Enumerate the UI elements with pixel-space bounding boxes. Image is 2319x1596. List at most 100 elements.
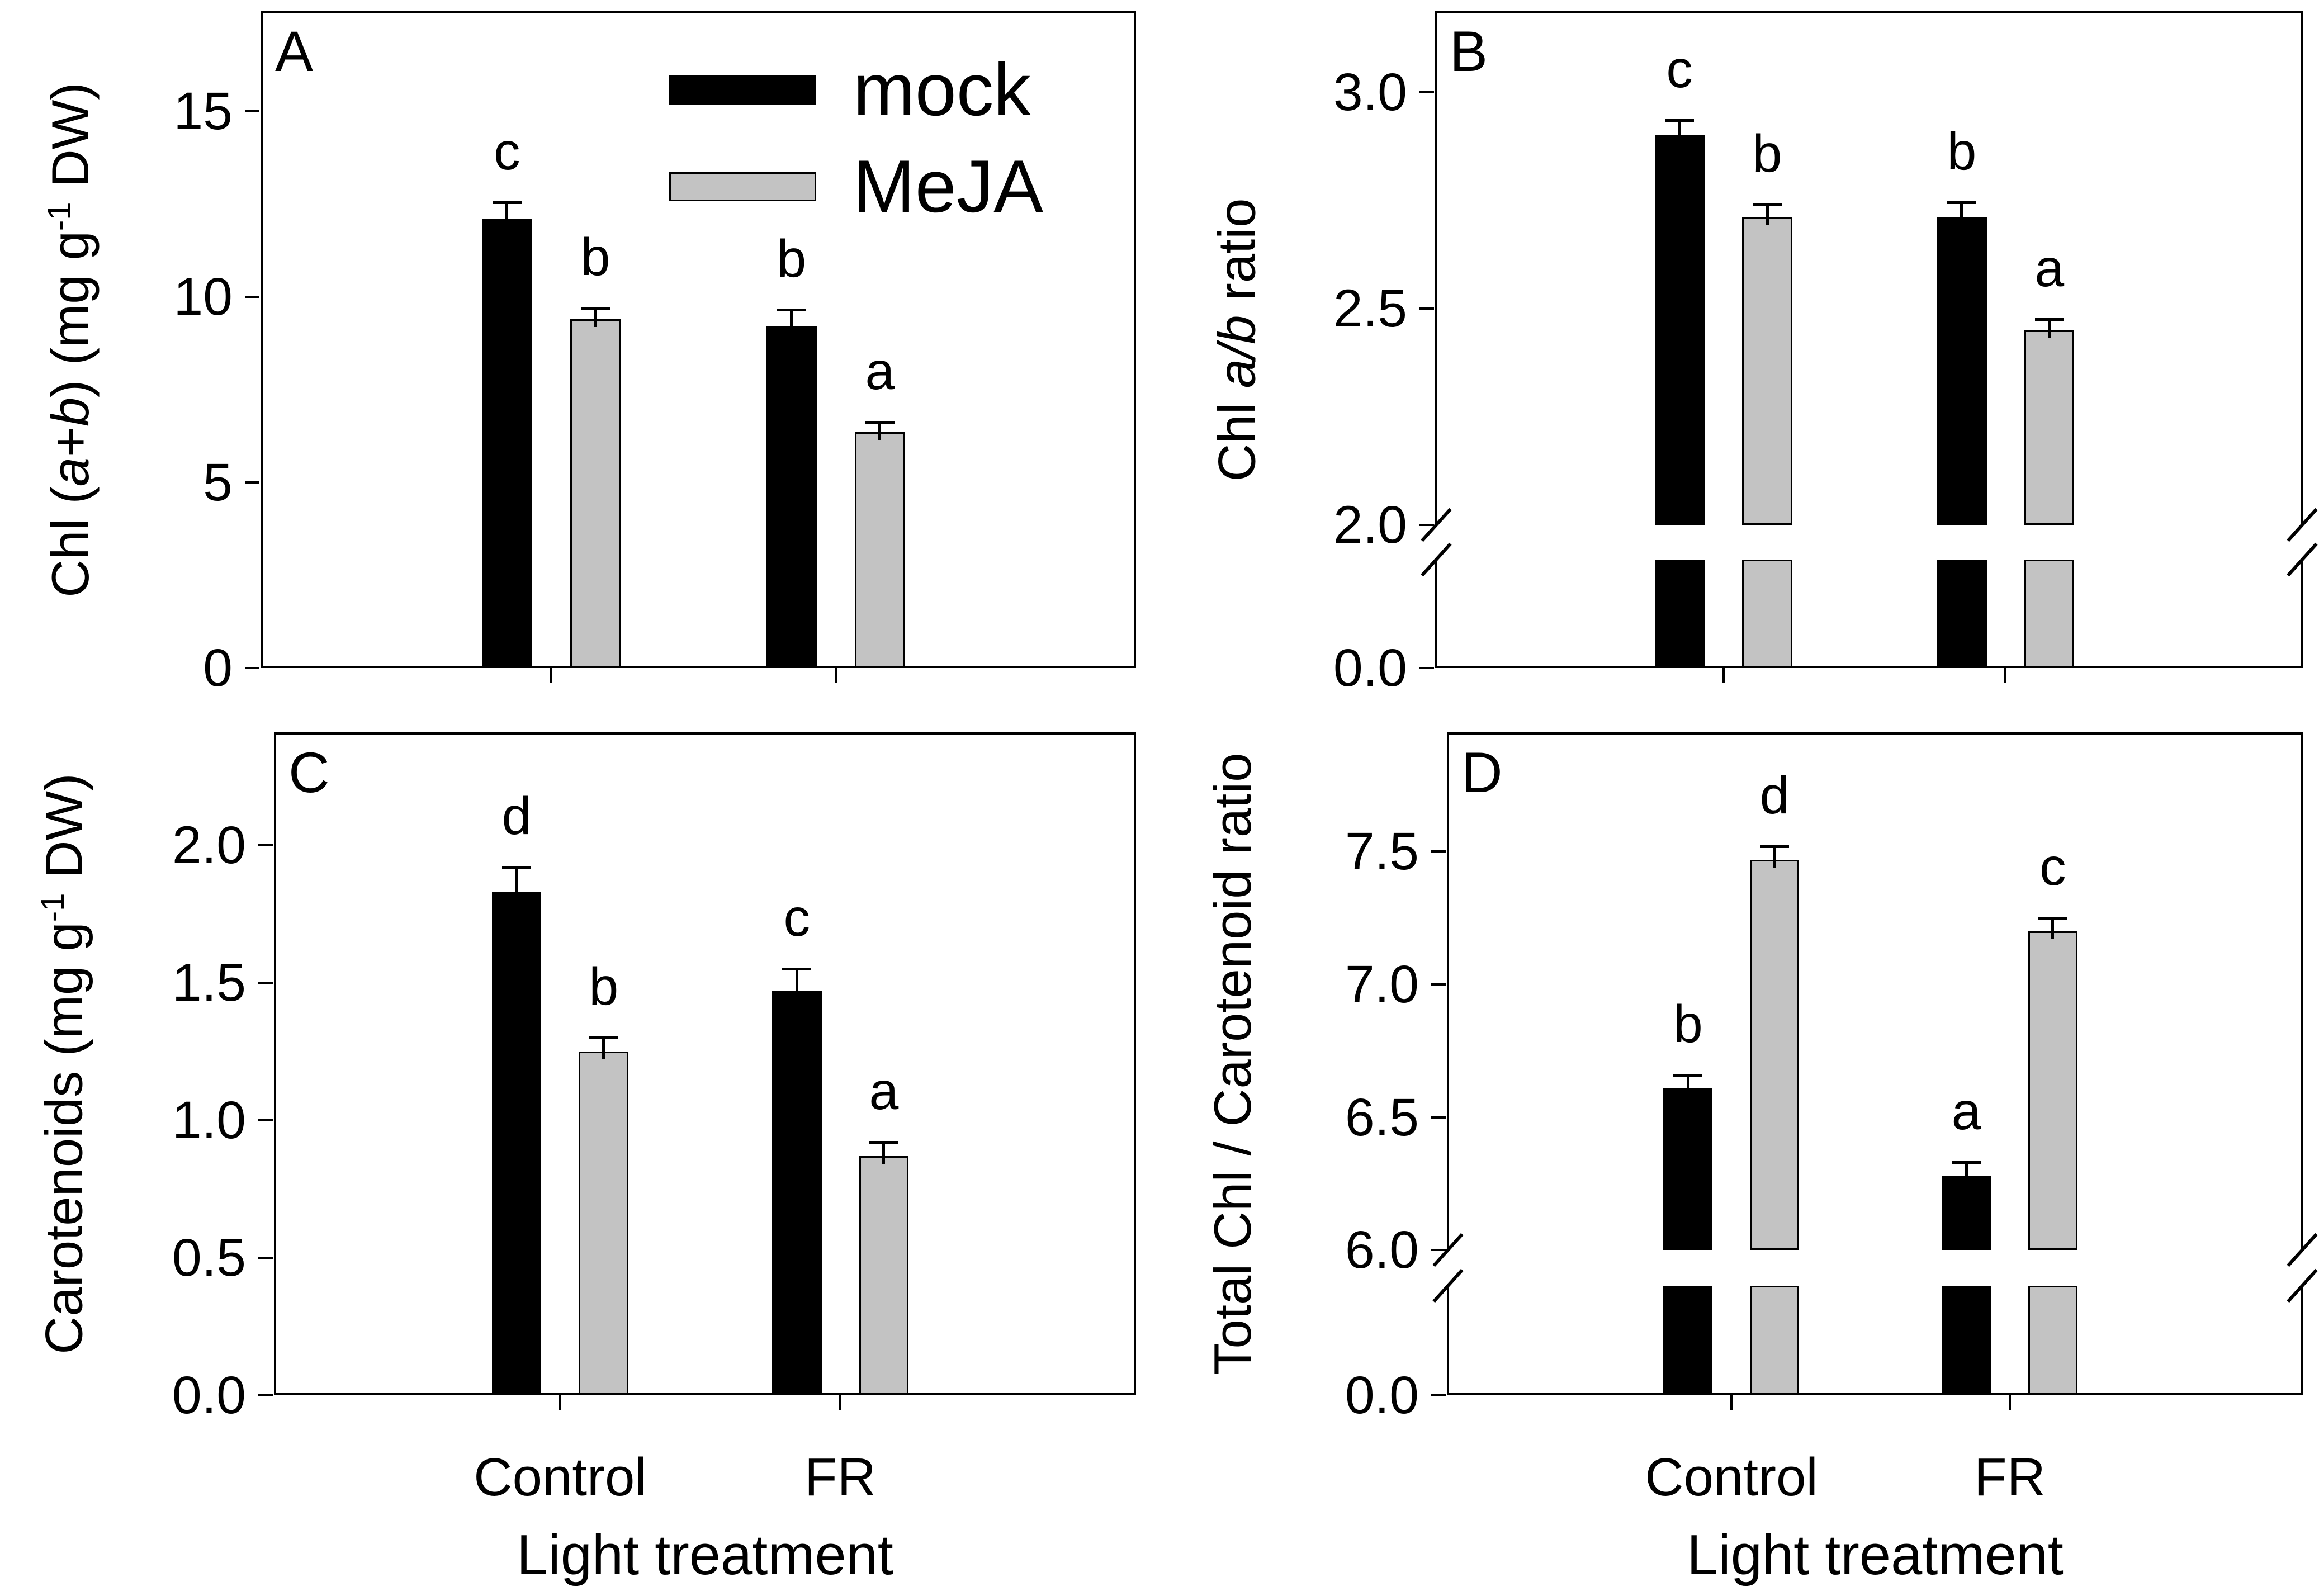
xcat-right-fr: FR: [1974, 1447, 2046, 1507]
xcat-right-control: Control: [1645, 1447, 1818, 1507]
legend-label-meja: MeJA: [853, 145, 1043, 228]
ytick-B-2.0: [1419, 523, 1434, 526]
error-cap-bar-mock-Control: [1665, 119, 1695, 122]
ytick-C-1.0: [258, 1119, 273, 1121]
error-cap-bar-mock-FR: [1947, 201, 1976, 205]
ytick-label-C-0.0: 0.0: [172, 1366, 246, 1425]
ytick-D-6.5: [1431, 1116, 1446, 1119]
y-axis-title-segment: Chl (: [40, 486, 100, 598]
error-cap-bar-MeJA-FR: [865, 420, 895, 424]
ytick-label-D-6.5: 6.5: [1345, 1087, 1419, 1147]
bar-mock-FR: [772, 991, 822, 1395]
break-right-gap-D: [2301, 1250, 2303, 1286]
bar-mock-FR-stub: [1942, 1286, 1991, 1395]
ytick-label-A-10: 10: [173, 267, 233, 327]
ytick-label-C-1.5: 1.5: [172, 953, 246, 1012]
sig-letter-bar-mock-FR: b: [777, 229, 807, 289]
y-axis-title-B: Chl a/b ratio: [1198, 11, 1276, 668]
error-cap-bar-MeJA-Control: [1759, 845, 1789, 848]
panel-A: c b b a 0 5 10 15 A: [173, 11, 1136, 698]
x-axis-title-right: Light treatment: [1687, 1524, 2064, 1586]
ytick-B-0.0: [1419, 667, 1434, 669]
ytick-label-A-5: 5: [203, 453, 233, 513]
ytick-D-0.0: [1431, 1394, 1446, 1396]
ytick-label-D-7.0: 7.0: [1345, 954, 1419, 1014]
y-axis-title-C: Carotenoids (mg g-1 DW): [14, 732, 93, 1395]
bar-mock-FR-stub: [1937, 560, 1987, 668]
sig-letter-bar-mock-FR: c: [783, 888, 810, 948]
error-cap-bar-mock-Control: [492, 201, 522, 204]
error-cap-bar-MeJA-Control: [580, 307, 610, 310]
ytick-C-0.5: [258, 1256, 273, 1259]
y-axis-title-segment: b: [40, 397, 100, 427]
y-axis-title-segment: Total Chl / Carotenoid ratio: [1203, 752, 1262, 1375]
ytick-D-7.5: [1431, 850, 1446, 853]
bar-mock-FR: [1937, 217, 1987, 525]
error-bar-bar-mock-FR: [1965, 1162, 1968, 1184]
bar-MeJA-FR-stub: [2024, 560, 2075, 668]
error-bar-bar-mock-FR: [1960, 202, 1963, 226]
sig-letter-bar-MeJA-FR: a: [869, 1062, 899, 1121]
error-bar-bar-MeJA-FR: [2048, 319, 2051, 338]
ytick-D-7.0: [1431, 983, 1446, 986]
bar-MeJA-Control: [1742, 217, 1792, 525]
ytick-label-D-7.5: 7.5: [1345, 822, 1419, 882]
error-bar-bar-mock-Control: [1686, 1074, 1689, 1096]
bar-MeJA-Control: [579, 1051, 629, 1395]
sig-letter-bar-MeJA-FR: c: [2039, 837, 2066, 897]
error-bar-bar-MeJA-FR: [882, 1142, 886, 1164]
sig-letter-bar-MeJA-FR: a: [2034, 239, 2065, 299]
sig-letter-bar-MeJA-Control: b: [589, 957, 619, 1017]
ytick-A-5: [245, 481, 259, 484]
error-bar-bar-mock-Control: [1678, 120, 1681, 144]
panel-letter-A: A: [275, 20, 314, 83]
bar-MeJA-FR: [2024, 330, 2075, 525]
ytick-A-15: [245, 110, 259, 113]
bar-MeJA-Control: [570, 319, 621, 668]
error-bar-bar-mock-FR: [795, 969, 798, 999]
sig-letter-bar-mock-Control: c: [1666, 40, 1693, 100]
sig-letter-bar-MeJA-Control: b: [1752, 124, 1782, 184]
bar-mock-Control: [491, 892, 542, 1395]
error-cap-bar-MeJA-FR: [2038, 917, 2067, 920]
sig-letter-bar-MeJA-FR: a: [865, 341, 895, 401]
xtick-C-Control: [559, 1395, 561, 1410]
y-axis-title-segment: +: [40, 426, 100, 457]
ytick-label-B-3.0: 3.0: [1333, 63, 1407, 122]
error-cap-bar-MeJA-FR: [869, 1141, 898, 1144]
xtick-B-Control: [1722, 668, 1725, 683]
error-cap-bar-mock-FR: [777, 309, 806, 312]
legend-label-mock: mock: [853, 49, 1031, 131]
plot-frame-D: [1447, 732, 2303, 1395]
xcat-left-control: Control: [474, 1447, 647, 1507]
panel-D: b a d c 0.0 6.0 6.5 7.0 7.5 D: [1345, 732, 2318, 1425]
xtick-B-FR: [2004, 668, 2007, 683]
xtick-A-FR: [834, 668, 837, 683]
y-axis-title-segment: ratio: [1207, 198, 1266, 315]
ytick-A-10: [245, 296, 259, 299]
panel-letter-C: C: [288, 741, 330, 804]
break-left-gap-B: [1435, 524, 1437, 560]
y-axis-title-A: Chl (a+b) (mg g-1 DW): [20, 11, 100, 668]
sig-letter-bar-mock-Control: d: [501, 787, 532, 846]
error-bar-bar-MeJA-Control: [1766, 205, 1769, 226]
ytick-A-0: [245, 667, 259, 669]
panel-B: c b b a 0.0 2.0 2.5 3.0 B: [1333, 11, 2318, 698]
ytick-label-C-2.0: 2.0: [172, 815, 246, 875]
bar-MeJA-Control-stub: [1742, 560, 1792, 668]
bar-MeJA-Control-stub: [1749, 1286, 1800, 1395]
bar-MeJA-FR-stub: [2028, 1286, 2077, 1395]
panel-letter-D: D: [1461, 741, 1503, 804]
plot-frame-A: [261, 11, 1136, 668]
ytick-label-A-0: 0: [203, 638, 233, 698]
sig-letter-bar-mock-FR: b: [1947, 122, 1977, 182]
ytick-C-2.0: [258, 844, 273, 846]
panel-letter-B: B: [1450, 20, 1488, 83]
ytick-label-C-1.0: 1.0: [172, 1090, 246, 1150]
x-axis-title-left: Light treatment: [517, 1524, 893, 1586]
error-cap-bar-MeJA-FR: [2034, 318, 2064, 321]
ytick-B-2.5: [1419, 307, 1434, 310]
error-bar-bar-MeJA-Control: [1773, 846, 1776, 868]
legend-swatch-mock: [669, 75, 816, 105]
y-axis-title-segment: a: [40, 457, 100, 486]
